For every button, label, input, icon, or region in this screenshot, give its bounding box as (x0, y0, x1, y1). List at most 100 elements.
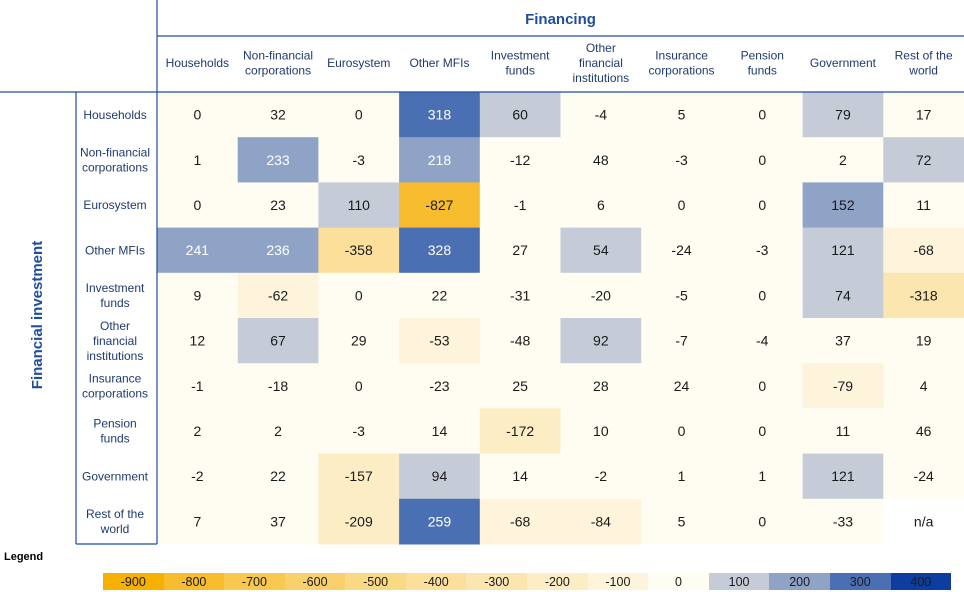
row-header-label: Households (83, 108, 146, 122)
cell-value-label: 0 (193, 197, 201, 213)
legend-bar: -900 -800 -700 -600 -500 -400 -300 -200 -100 0 100… (103, 573, 952, 590)
cell-value-label: 1 (678, 468, 686, 484)
heatmap-cell (479, 92, 561, 138)
legend-stop: 200 (769, 573, 830, 590)
heatmap-cell (721, 408, 804, 455)
heatmap-cell (802, 408, 884, 455)
row-header-label: Government (82, 469, 149, 483)
heatmap-cell (721, 272, 804, 319)
cell-value-label: -20 (591, 287, 611, 303)
cell-value-label: 74 (835, 287, 851, 303)
cell-value-label: -5 (675, 287, 688, 303)
heatmap-cell (237, 498, 319, 545)
cell-value-label: 9 (193, 287, 201, 303)
cell-value-label: 2 (193, 423, 201, 439)
heatmap-cell (802, 318, 884, 364)
cell-value-label: -2 (595, 468, 608, 484)
cell-value-label: -3 (353, 152, 366, 168)
heatmap-cell (237, 272, 319, 319)
heatmap-cell (721, 92, 804, 138)
row-header-label: Other MFIs (85, 243, 145, 257)
cell-value-label: 0 (758, 513, 766, 529)
cell-value-label: 72 (916, 152, 932, 168)
cell-value-label: 0 (678, 197, 686, 213)
heatmap-cell (157, 318, 239, 364)
heatmap-cell (802, 227, 884, 274)
cell-value-label: 328 (428, 242, 452, 258)
cell-value-label: 27 (512, 242, 528, 258)
heatmap-cell (157, 453, 239, 500)
cell-value-label: -68 (914, 242, 934, 258)
heatmap-cell (802, 137, 884, 183)
column-header-label: Non-financial corporations (243, 49, 313, 78)
heatmap-cell (721, 227, 804, 274)
heatmap-cell (560, 137, 642, 183)
heatmap-cell (479, 318, 561, 364)
column-header-label: Investment funds (491, 49, 550, 78)
heatmap-cell (399, 182, 481, 229)
heatmap-cell (641, 137, 723, 183)
legend-stop: 400 (890, 573, 952, 590)
cell-value-label: -48 (510, 333, 530, 349)
heatmap-cell (237, 92, 319, 138)
heatmap-cell (721, 498, 804, 545)
heatmap-cell (802, 363, 884, 409)
cell-value-label: 5 (678, 107, 686, 123)
cell-value-label: 2 (839, 152, 847, 168)
row-header-label: Insurance corporations (82, 372, 148, 401)
heatmap-cell (399, 453, 481, 500)
heatmap-cell (318, 227, 400, 274)
legend-stop: -500 (345, 573, 406, 590)
cell-value-label: 233 (266, 152, 290, 168)
cell-value-label: -1 (191, 378, 204, 394)
heatmap-cell (157, 498, 239, 545)
cell-value-label: 0 (355, 107, 363, 123)
heatmap-cell (318, 137, 400, 183)
heatmap-cell (237, 408, 319, 455)
cell-value-label: 121 (831, 468, 855, 484)
heatmap-cell (560, 227, 642, 274)
column-header-label: Rest of the world (895, 49, 953, 78)
heatmap-cell (399, 408, 481, 455)
cell-value-label: 22 (432, 287, 448, 303)
legend-stop: 0 (648, 573, 709, 590)
legend-stop: -300 (466, 573, 528, 590)
cell-value-label: n/a (914, 513, 934, 529)
heatmap-cell (479, 408, 561, 455)
cell-value-label: 0 (758, 152, 766, 168)
heatmap-cell (560, 92, 642, 138)
cell-value-label: 19 (916, 333, 932, 349)
legend-stop: 100 (708, 573, 770, 590)
heatmap-cell (802, 182, 884, 229)
cell-value-label: 0 (355, 287, 363, 303)
column-header-label: Other MFIs (409, 56, 469, 70)
cell-value-label: 23 (270, 197, 286, 213)
heatmap-cell (641, 272, 723, 319)
column-header-label: Other financial institutions (572, 41, 629, 85)
heatmap-cell (157, 363, 239, 409)
heatmap-cell (721, 453, 804, 500)
cell-value-label: 14 (512, 468, 528, 484)
heatmap-cell (641, 92, 723, 138)
heatmap-cell (399, 92, 481, 138)
column-header-label: Eurosystem (327, 56, 390, 70)
cell-value-label: 2 (274, 423, 282, 439)
heatmap-cell (883, 363, 964, 409)
cell-value-label: 5 (678, 513, 686, 529)
cell-value-label: -318 (910, 287, 938, 303)
cell-value-label: 25 (512, 378, 528, 394)
heatmap-cell (237, 453, 319, 500)
chart-title: Financing (525, 11, 596, 28)
cell-value-label: 48 (593, 152, 609, 168)
heatmap-cell (479, 453, 561, 500)
heatmap-cell (883, 318, 964, 364)
heatmap-cell (399, 318, 481, 364)
heatmap-cell (157, 272, 239, 319)
row-header-label: Investment funds (86, 281, 145, 310)
heatmap-cell (641, 408, 723, 455)
cell-value-label: 241 (186, 242, 210, 258)
heatmap-cell (883, 227, 964, 274)
cell-value-label: 6 (597, 197, 605, 213)
heatmap-cell (479, 137, 561, 183)
